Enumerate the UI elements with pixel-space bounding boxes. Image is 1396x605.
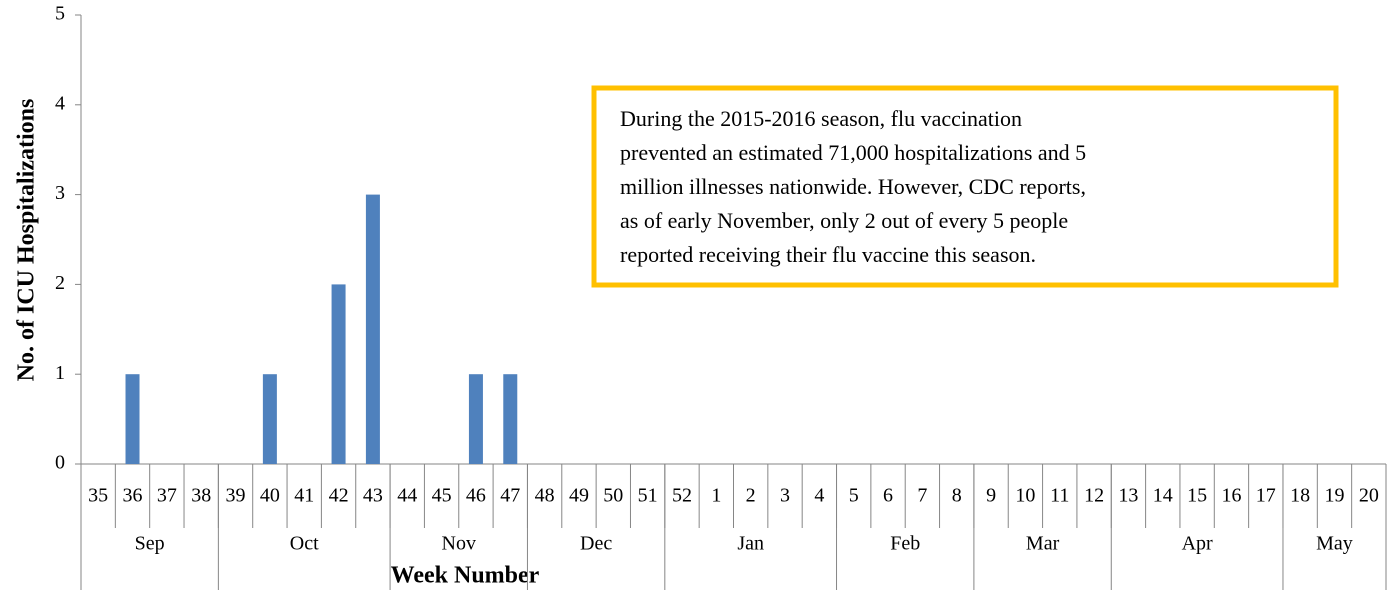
x-tick-label: 15: [1187, 485, 1207, 507]
x-tick-label: 2: [746, 485, 756, 507]
bar: [503, 374, 518, 464]
annotation-box: [591, 85, 1339, 288]
group-label: Sep: [135, 533, 165, 555]
group-label: Feb: [890, 533, 920, 555]
x-tick-label: 45: [432, 485, 452, 507]
x-tick-label: 50: [603, 485, 623, 507]
y-tick-label: 3: [55, 182, 65, 204]
x-tick-label: 42: [329, 485, 349, 507]
x-tick-label: 51: [638, 485, 658, 507]
bar: [468, 374, 483, 464]
x-tick-label: 11: [1050, 485, 1069, 507]
bar: [125, 374, 140, 464]
x-tick-label: 10: [1015, 485, 1035, 507]
x-tick-label: 40: [260, 485, 280, 507]
x-tick-label: 37: [157, 485, 177, 507]
annotation-line: million illnesses nationwide. However, C…: [620, 174, 1086, 199]
y-tick-label: 5: [55, 3, 65, 25]
group-label: Mar: [1026, 533, 1060, 555]
annotation-line: During the 2015-2016 season, flu vaccina…: [620, 106, 1022, 131]
group-label: Apr: [1182, 533, 1213, 555]
x-tick-label: 1: [711, 485, 721, 507]
x-tick-label: 20: [1359, 485, 1379, 507]
x-tick-label: 39: [226, 485, 246, 507]
annotation-line: reported receiving their flu vaccine thi…: [620, 242, 1036, 267]
y-tick-label: 4: [55, 92, 65, 114]
bar: [365, 194, 380, 464]
bar: [262, 374, 277, 464]
x-tick-label: 52: [672, 485, 692, 507]
x-tick-label: 43: [363, 485, 383, 507]
x-tick-label: 13: [1118, 485, 1138, 507]
group-label: Nov: [442, 533, 476, 555]
x-tick-label: 44: [397, 485, 417, 507]
x-tick-label: 35: [88, 485, 108, 507]
y-tick-label: 0: [55, 452, 65, 474]
x-tick-label: 19: [1324, 485, 1344, 507]
x-tick-label: 38: [191, 485, 211, 507]
x-tick-label: 18: [1290, 485, 1310, 507]
y-axis-title: No. of ICU Hospitalizations: [14, 99, 40, 382]
x-tick-label: 41: [294, 485, 314, 507]
annotation-line: as of early November, only 2 out of ever…: [620, 208, 1068, 233]
x-tick-label: 5: [849, 485, 859, 507]
y-tick-label: 1: [55, 362, 65, 384]
annotation-line: prevented an estimated 71,000 hospitaliz…: [620, 140, 1086, 165]
x-tick-label: 46: [466, 485, 486, 507]
x-tick-label: 48: [535, 485, 555, 507]
bar: [331, 284, 346, 464]
x-tick-label: 8: [952, 485, 962, 507]
x-tick-label: 47: [500, 485, 520, 507]
x-tick-label: 36: [123, 485, 143, 507]
x-tick-label: 12: [1084, 485, 1104, 507]
y-tick-label: 2: [55, 272, 65, 294]
x-tick-label: 7: [917, 485, 927, 507]
x-axis-title: Week Number: [391, 563, 540, 589]
x-tick-label: 6: [883, 485, 893, 507]
x-tick-label: 17: [1256, 485, 1276, 507]
group-label: Oct: [290, 533, 319, 555]
group-label: May: [1316, 533, 1353, 555]
x-tick-label: 4: [814, 485, 824, 507]
x-tick-label: 14: [1153, 485, 1173, 507]
x-tick-label: 3: [780, 485, 790, 507]
x-tick-label: 49: [569, 485, 589, 507]
group-label: Dec: [580, 533, 612, 555]
x-tick-label: 9: [986, 485, 996, 507]
x-tick-label: 16: [1221, 485, 1241, 507]
group-label: Jan: [737, 533, 764, 555]
